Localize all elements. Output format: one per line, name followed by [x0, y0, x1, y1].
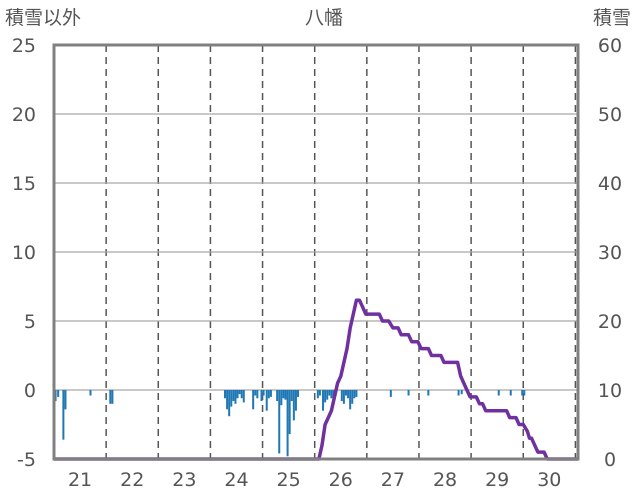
x-tick-label: 22 [120, 469, 144, 491]
left-tick-label: -5 [17, 449, 36, 471]
bar [276, 390, 279, 402]
bar [282, 390, 285, 399]
bar [318, 390, 321, 396]
bar [294, 390, 297, 411]
bar [389, 390, 392, 397]
right-tick-label: 0 [604, 449, 616, 471]
bar [284, 390, 287, 400]
left-tick-label: 25 [12, 35, 36, 57]
bar [290, 390, 293, 402]
bar [353, 390, 356, 399]
right-tick-label: 10 [598, 380, 622, 402]
bar [269, 390, 272, 397]
x-tick-label: 30 [537, 469, 561, 491]
right-tick-label: 20 [598, 311, 622, 333]
bar [286, 390, 289, 457]
bar [230, 390, 233, 407]
bar [54, 390, 57, 402]
x-tick-label: 28 [433, 469, 457, 491]
bar [347, 390, 350, 399]
bar [64, 390, 67, 410]
bar [280, 390, 283, 406]
bar [324, 390, 327, 403]
bar [242, 390, 245, 403]
bar [62, 390, 65, 440]
right-tick-label: 40 [598, 173, 622, 195]
x-tick-label: 25 [277, 469, 301, 491]
left-tick-label: 0 [24, 380, 36, 402]
bar [316, 390, 319, 399]
bar [254, 390, 257, 396]
bar [109, 390, 112, 404]
left-axis-label: 積雪以外 [5, 7, 81, 29]
bar [252, 390, 255, 410]
left-tick-label: 20 [12, 104, 36, 126]
bar [236, 390, 239, 399]
x-tick-label: 27 [381, 469, 405, 491]
bar [322, 390, 325, 411]
bar-series [54, 390, 526, 457]
bar [224, 390, 227, 399]
bar [407, 390, 410, 396]
bar [521, 390, 524, 396]
snow-depth-line [54, 298, 578, 461]
bar [89, 390, 92, 396]
right-tick-label: 60 [598, 35, 622, 57]
right-axis-label: 積雪 [593, 7, 631, 29]
bar [265, 390, 268, 411]
bar [278, 390, 281, 454]
bar [267, 390, 270, 399]
bar [342, 390, 345, 404]
bar [460, 390, 463, 395]
right-tick-label: 50 [598, 104, 622, 126]
bar [262, 390, 265, 396]
bar [355, 390, 358, 397]
bar [523, 390, 526, 396]
left-tick-label: 5 [24, 311, 36, 333]
right-tick-labels: 60 50 40 30 20 10 0 [598, 35, 622, 471]
left-tick-label: 15 [12, 173, 36, 195]
x-tick-label: 29 [485, 469, 509, 491]
bar [234, 390, 237, 404]
bar [111, 390, 114, 404]
bar [344, 390, 347, 396]
bar [457, 390, 460, 396]
bar [351, 390, 354, 404]
bar [240, 390, 243, 399]
plot-frame [52, 43, 580, 461]
chart-title: 八幡 [305, 7, 343, 29]
bar [226, 390, 229, 410]
x-tick-label: 21 [68, 469, 92, 491]
bar [292, 390, 295, 421]
bar [260, 390, 263, 402]
bar [330, 390, 333, 399]
x-tick-label: 23 [172, 469, 196, 491]
bar [497, 390, 500, 396]
bar [349, 390, 352, 410]
right-tick-label: 30 [598, 242, 622, 264]
x-tick-labels: 21 22 23 24 25 26 27 28 29 30 [68, 469, 561, 491]
bar [328, 390, 331, 396]
bar [509, 390, 512, 396]
x-tick-label: 24 [224, 469, 248, 491]
bar [228, 390, 231, 417]
bar [297, 390, 300, 397]
bar [427, 390, 430, 396]
bar [326, 390, 329, 400]
bar [238, 390, 241, 395]
bar [57, 390, 60, 397]
left-tick-labels: 25 20 15 10 5 0 -5 [12, 35, 36, 471]
horizontal-gridlines [54, 113, 578, 391]
bar [340, 390, 343, 402]
x-tick-label: 26 [329, 469, 353, 491]
bar [256, 390, 259, 399]
bar [232, 390, 235, 402]
left-tick-label: 10 [12, 242, 36, 264]
bar [288, 390, 291, 435]
line-series-layer [54, 298, 578, 461]
